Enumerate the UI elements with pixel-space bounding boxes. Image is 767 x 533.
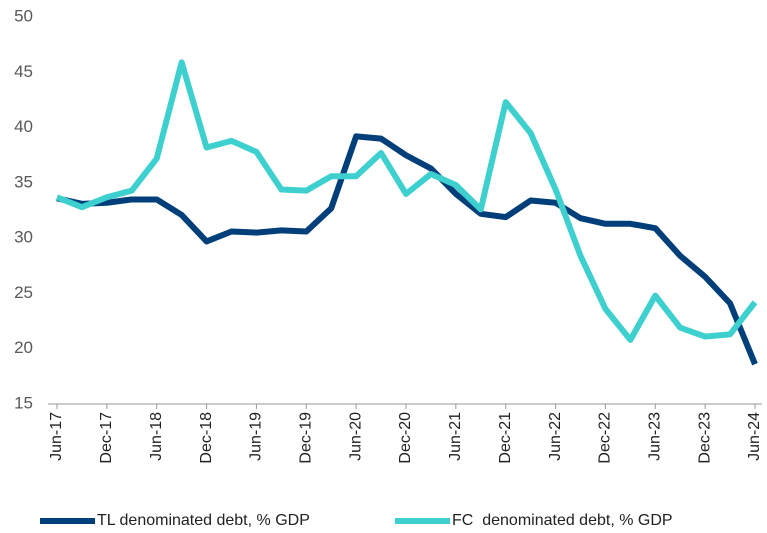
series-line [55,59,758,343]
x-tick-label: Jun-23 [647,412,664,461]
x-tick-label: Dec-22 [597,412,614,464]
y-tick-label: 50 [14,6,33,25]
x-tick-label: Dec-17 [98,412,115,464]
x-tick-label: Jun-22 [547,412,564,461]
y-tick-label: 45 [14,62,33,81]
x-tick-label: Jun-24 [746,412,763,461]
x-tick-label: Jun-19 [248,412,265,461]
legend-label: TL denominated debt, % GDP [97,512,310,529]
y-tick-label: 35 [14,172,33,191]
x-tick-label: Dec-21 [497,412,514,464]
x-tick-label: Jun-21 [447,412,464,461]
y-tick-label: 40 [14,117,33,136]
x-tick-label: Dec-20 [397,412,414,464]
y-tick-label: 20 [14,338,33,357]
x-tick-label: Dec-23 [696,412,713,464]
y-tick-label: 25 [14,283,33,302]
x-tick-label: Dec-18 [198,412,215,464]
legend-label: FC denominated debt, % GDP [452,512,673,529]
y-tick-label: 30 [14,228,33,247]
series-line [56,133,758,366]
x-tick-label: Dec-19 [298,412,315,464]
x-tick-label: Jun-17 [48,412,65,461]
y-tick-label: 15 [14,393,33,412]
x-tick-label: Jun-20 [347,412,364,461]
x-tick-label: Jun-18 [148,412,165,461]
